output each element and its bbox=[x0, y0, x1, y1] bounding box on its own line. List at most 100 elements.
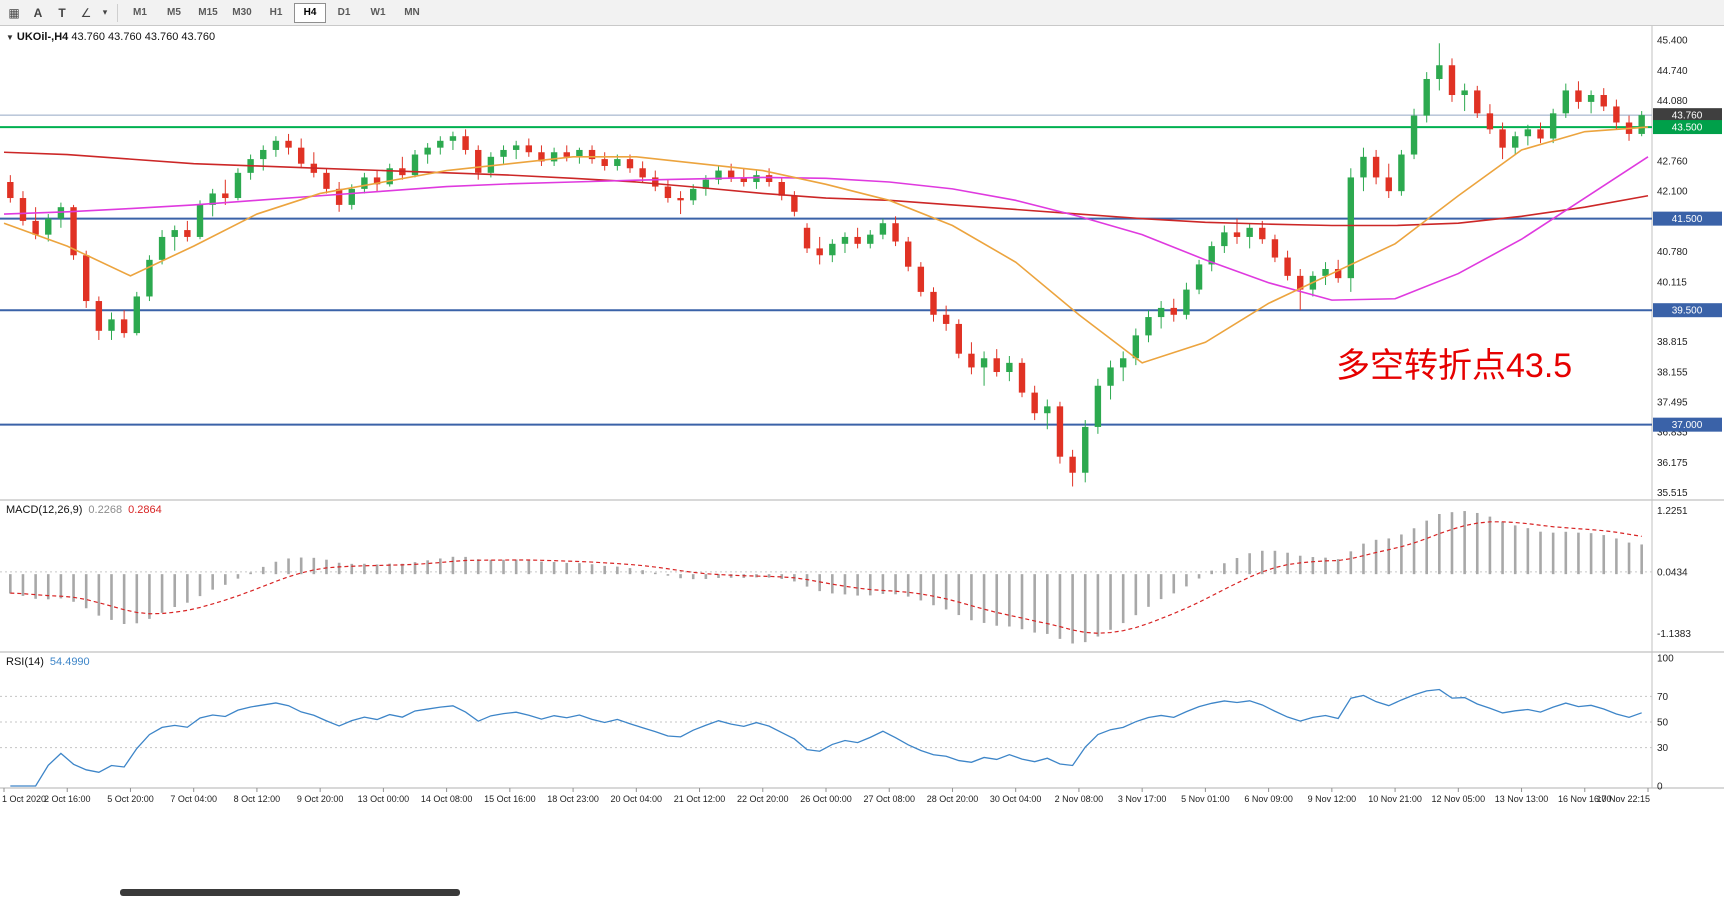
candle-body bbox=[803, 227, 811, 249]
candle bbox=[462, 129, 469, 155]
candle-body bbox=[7, 182, 14, 199]
candle bbox=[1157, 301, 1165, 329]
price-axis-label: 35.515 bbox=[1657, 488, 1688, 499]
candle-body bbox=[386, 168, 393, 185]
macd-signal-line bbox=[10, 521, 1642, 634]
candle-body bbox=[1259, 227, 1266, 240]
candle bbox=[968, 342, 975, 375]
candle-body bbox=[955, 323, 962, 354]
candle-body bbox=[1183, 289, 1190, 315]
candle-body bbox=[1082, 426, 1089, 473]
candle bbox=[1069, 449, 1076, 487]
candle bbox=[83, 250, 90, 308]
ma-slow-red bbox=[3, 151, 1649, 227]
time-axis-label: 21 Oct 12:00 bbox=[674, 794, 726, 804]
candle-body bbox=[841, 236, 849, 244]
rsi-value: 54.4990 bbox=[49, 656, 90, 668]
horizontal-scrollbar-thumb[interactable] bbox=[120, 889, 460, 896]
price-badge-39.500 bbox=[1653, 303, 1722, 318]
symbol-dropdown-icon[interactable]: ▼ bbox=[6, 33, 14, 42]
candle bbox=[715, 165, 722, 185]
candle-body bbox=[222, 193, 229, 199]
price-axis-label: 36.175 bbox=[1657, 458, 1688, 469]
candle-body bbox=[1221, 232, 1228, 247]
timeframe-h4-button[interactable]: H4 bbox=[294, 2, 326, 23]
candle-body bbox=[879, 223, 887, 235]
macd-value-main: 0.2268 bbox=[88, 504, 123, 516]
candle-body bbox=[1372, 156, 1380, 178]
time-axis-label: 26 Oct 00:00 bbox=[800, 794, 852, 804]
price-badge-text: 41.500 bbox=[1672, 214, 1703, 225]
timeframe-d1-button[interactable]: D1 bbox=[337, 7, 351, 18]
timeframe-h1-button[interactable]: H1 bbox=[269, 7, 283, 18]
candle bbox=[70, 204, 77, 260]
candle-body bbox=[1119, 358, 1127, 368]
candle bbox=[1360, 147, 1367, 192]
chart-canvas[interactable]: 45.400 44.740 44.080 42.760 42.100 40.780 40.1… bbox=[0, 26, 1724, 897]
candle bbox=[538, 145, 545, 166]
candle bbox=[1145, 310, 1152, 343]
time-axis-label: 2 Nov 08:00 bbox=[1055, 794, 1104, 804]
time-axis-label: 17 Nov 22:15 bbox=[1596, 794, 1650, 804]
candle bbox=[601, 152, 608, 171]
timeframe-w1-button[interactable]: W1 bbox=[370, 7, 386, 18]
time-axis-label: 8 Oct 12:00 bbox=[234, 794, 281, 804]
drawing-tool-button[interactable]: ∠ bbox=[80, 5, 92, 20]
candle-body bbox=[892, 223, 899, 242]
candle-body bbox=[437, 140, 444, 148]
candle-body bbox=[1094, 385, 1102, 427]
candle bbox=[563, 145, 570, 162]
timeframe-m15-button[interactable]: M15 bbox=[198, 7, 218, 18]
candle-body bbox=[968, 353, 975, 368]
candle bbox=[1600, 88, 1607, 112]
candle-body bbox=[601, 159, 608, 166]
candle bbox=[1537, 122, 1544, 144]
timeframe-mn-button[interactable]: MN bbox=[404, 7, 420, 18]
candle-body bbox=[1271, 239, 1279, 258]
candle bbox=[1107, 360, 1114, 400]
time-axis-label: 6 Nov 09:00 bbox=[1244, 794, 1293, 804]
candle-body bbox=[1638, 115, 1645, 134]
text-tool-button[interactable]: T bbox=[58, 5, 66, 20]
candle-body bbox=[133, 296, 140, 334]
candle bbox=[171, 225, 178, 251]
candle-body bbox=[158, 236, 166, 260]
candle-body bbox=[285, 140, 292, 148]
candle-body bbox=[1474, 90, 1481, 114]
price-axis-label: 44.080 bbox=[1657, 96, 1688, 107]
candle bbox=[57, 202, 65, 228]
toolbar-separator bbox=[117, 3, 118, 22]
candle-body bbox=[905, 241, 912, 267]
time-axis-label: 5 Nov 01:00 bbox=[1181, 794, 1230, 804]
timeframe-m30-button[interactable]: M30 bbox=[232, 7, 252, 18]
candle bbox=[323, 168, 330, 194]
candle bbox=[1512, 131, 1519, 155]
price-axis-label: 42.760 bbox=[1657, 156, 1688, 167]
candle-body bbox=[1436, 65, 1443, 79]
time-axis-label: 2 Oct 16:00 bbox=[44, 794, 91, 804]
candle-body bbox=[512, 145, 520, 150]
price-badge-text: 43.760 bbox=[1672, 111, 1703, 122]
candle-body bbox=[95, 301, 103, 331]
timeframe-m1-button[interactable]: M1 bbox=[133, 7, 147, 18]
chart-annotation-text[interactable]: 多空转折点43.5 bbox=[1336, 347, 1573, 385]
candle bbox=[373, 170, 381, 192]
candle-body bbox=[1347, 177, 1355, 279]
candle-body bbox=[1385, 177, 1392, 192]
candle-body bbox=[942, 314, 950, 324]
candle-body bbox=[1499, 129, 1506, 148]
candle bbox=[778, 177, 785, 201]
candle-body bbox=[57, 207, 65, 219]
candle-body bbox=[83, 255, 90, 302]
macd-name: MACD(12,26,9) bbox=[6, 504, 83, 516]
candle-body bbox=[652, 177, 659, 187]
candle bbox=[1398, 149, 1405, 196]
chart-grid-icon[interactable]: ▦ bbox=[8, 5, 20, 20]
text-label-tool-button[interactable]: A bbox=[33, 5, 43, 20]
candle bbox=[1284, 250, 1291, 281]
timeframe-m5-button[interactable]: M5 bbox=[167, 7, 181, 18]
candle-body bbox=[196, 204, 204, 237]
candle-body bbox=[108, 319, 115, 331]
time-axis-label: 16 Nov 16:00 bbox=[1558, 794, 1612, 804]
drawing-dropdown-icon[interactable]: ▾ bbox=[102, 7, 108, 17]
